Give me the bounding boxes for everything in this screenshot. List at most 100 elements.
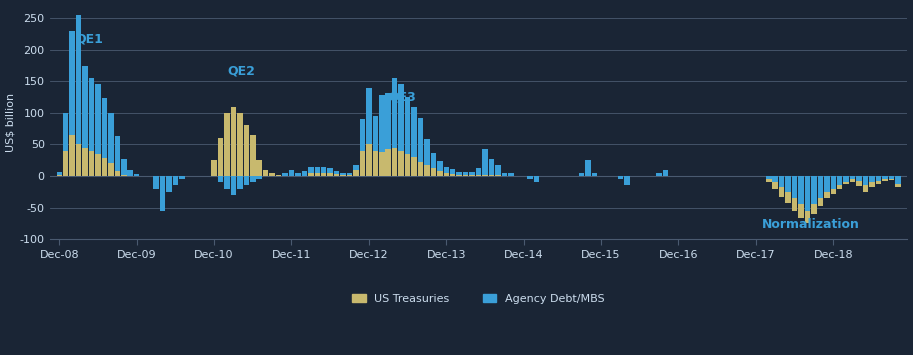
Bar <box>528 176 533 179</box>
Bar <box>856 176 862 181</box>
Bar <box>618 176 624 179</box>
Bar <box>82 148 88 176</box>
Bar <box>798 176 803 204</box>
Bar <box>398 84 404 151</box>
Bar <box>837 176 843 185</box>
Bar <box>295 173 300 176</box>
Bar <box>888 179 894 180</box>
Bar <box>321 173 327 176</box>
Bar <box>250 135 256 176</box>
Bar <box>263 170 268 176</box>
Bar <box>314 173 320 176</box>
Bar <box>850 176 855 179</box>
Bar <box>398 151 404 176</box>
Bar <box>89 78 94 151</box>
Bar <box>231 106 236 176</box>
Bar <box>488 175 494 176</box>
Bar <box>385 149 391 176</box>
Bar <box>450 174 456 176</box>
Bar <box>392 78 397 148</box>
Bar <box>237 113 243 176</box>
Bar <box>469 175 475 176</box>
Bar <box>482 149 488 175</box>
Bar <box>585 160 591 176</box>
Bar <box>121 159 127 175</box>
Bar <box>244 176 249 185</box>
Bar <box>82 66 88 148</box>
Bar <box>425 140 430 165</box>
Bar <box>166 176 172 192</box>
Bar <box>869 182 875 187</box>
Bar <box>495 165 500 175</box>
Bar <box>108 163 113 176</box>
Text: Normalization: Normalization <box>762 218 860 231</box>
Bar <box>366 144 372 176</box>
Bar <box>69 135 75 176</box>
Bar <box>431 153 436 168</box>
Bar <box>785 176 791 192</box>
Bar <box>824 192 830 198</box>
Bar <box>237 176 243 189</box>
Bar <box>456 171 462 175</box>
Bar <box>341 173 346 175</box>
Bar <box>347 175 352 176</box>
Bar <box>463 175 468 176</box>
Bar <box>766 179 771 182</box>
Bar <box>101 158 107 176</box>
Bar <box>785 192 791 203</box>
Bar <box>244 126 249 176</box>
Bar <box>824 176 830 192</box>
Text: QE2: QE2 <box>227 65 255 78</box>
Bar <box>476 168 481 175</box>
Bar <box>792 198 797 211</box>
Bar <box>882 179 887 181</box>
Bar <box>869 176 875 182</box>
Bar <box>282 173 288 176</box>
Bar <box>844 176 849 182</box>
Bar <box>624 176 630 185</box>
Bar <box>314 166 320 173</box>
Bar <box>495 175 500 176</box>
Bar <box>831 189 836 194</box>
Bar <box>95 154 100 176</box>
Bar <box>373 116 378 151</box>
Bar <box>250 176 256 182</box>
Bar <box>328 173 333 176</box>
Bar <box>225 113 230 176</box>
Bar <box>798 204 803 218</box>
Bar <box>811 176 816 204</box>
Bar <box>373 151 378 176</box>
Bar <box>404 97 410 154</box>
Bar <box>341 175 346 176</box>
Bar <box>831 176 836 189</box>
Bar <box>114 171 120 176</box>
Bar <box>231 176 236 195</box>
Bar <box>69 31 75 135</box>
Bar <box>508 173 513 176</box>
Bar <box>437 171 443 176</box>
Bar <box>76 15 81 144</box>
Bar <box>779 176 784 187</box>
Bar <box>153 176 159 189</box>
Bar <box>366 88 372 144</box>
Bar <box>160 176 165 211</box>
Bar <box>89 151 94 176</box>
Bar <box>134 174 140 176</box>
Bar <box>289 170 294 176</box>
Bar <box>334 171 340 174</box>
Text: QE3: QE3 <box>388 90 416 103</box>
Bar <box>456 175 462 176</box>
Text: QE1: QE1 <box>76 32 103 45</box>
Bar <box>876 181 881 184</box>
Bar <box>321 166 327 173</box>
Bar <box>450 169 456 174</box>
Bar <box>895 184 900 187</box>
Bar <box>379 152 384 176</box>
Bar <box>257 176 262 179</box>
Bar <box>856 181 862 186</box>
Bar <box>379 95 384 152</box>
Bar <box>301 171 307 176</box>
Bar <box>63 151 68 176</box>
Bar <box>656 173 662 176</box>
Bar <box>579 173 584 176</box>
